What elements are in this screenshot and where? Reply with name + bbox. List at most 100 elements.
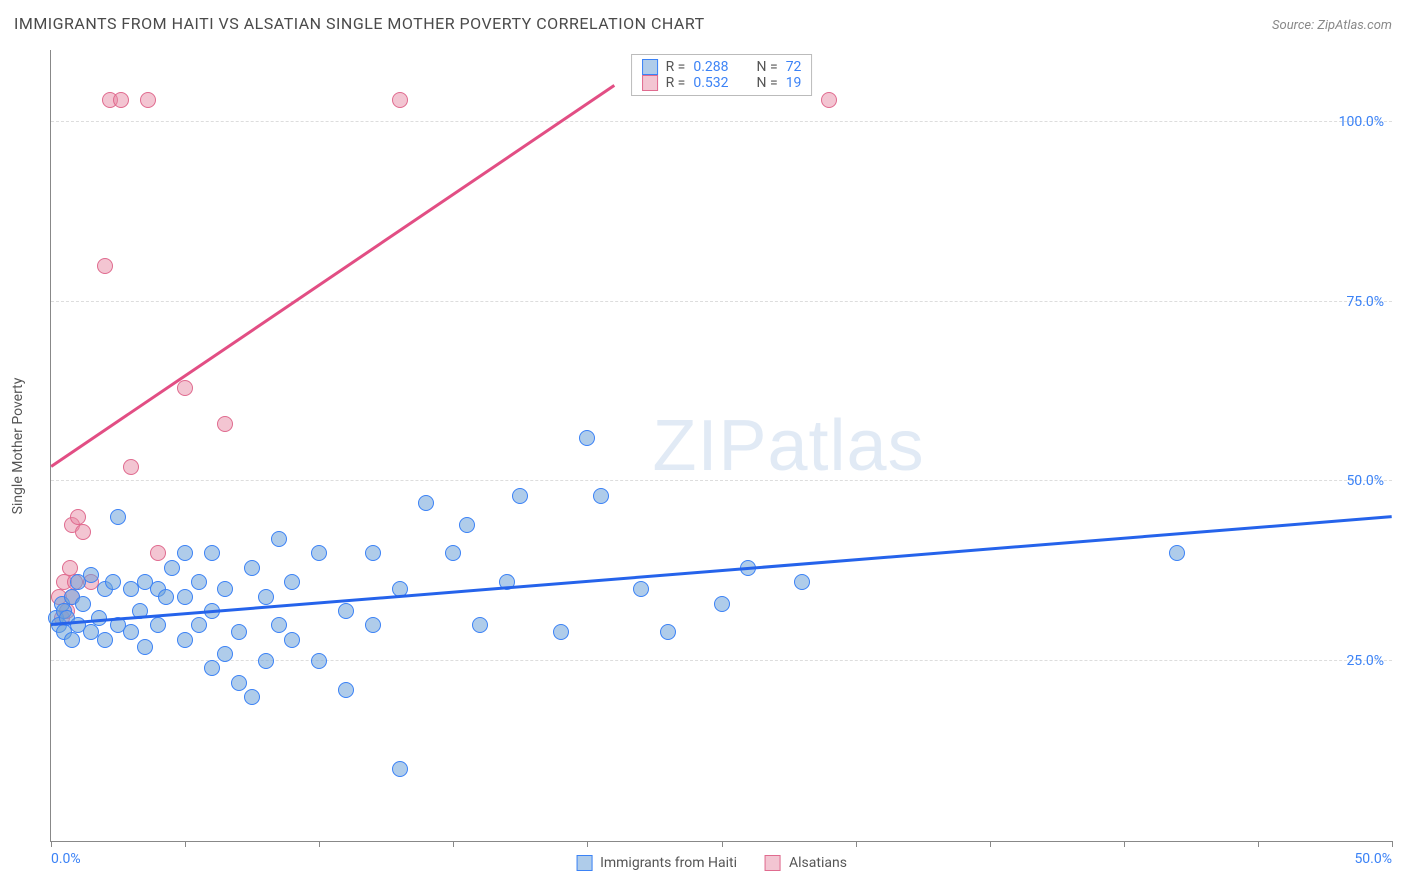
legend-r-value: 0.532 [693,75,728,91]
legend-n-label: N = [757,75,778,91]
gridline [51,480,1392,481]
y-tick-label: 50.0% [1346,473,1384,489]
scatter-point [191,617,207,633]
scatter-point [258,653,274,669]
scatter-point [204,545,220,561]
y-axis-label: Single Mother Poverty [10,378,26,515]
scatter-point [1169,545,1185,561]
x-tick [319,841,320,847]
x-tick [185,841,186,847]
scatter-point [244,560,260,576]
watermark: ZIPatlas [653,405,925,487]
scatter-point [97,632,113,648]
legend-r-label: R = [666,75,686,91]
trend-line [50,84,615,467]
scatter-plot: ZIPatlas R =0.288N =72R =0.532N =19 Immi… [50,50,1392,842]
legend-n-label: N = [757,59,778,75]
scatter-point [593,488,609,504]
scatter-point [338,603,354,619]
scatter-point [105,574,121,590]
scatter-point [365,617,381,633]
legend-swatch [765,855,781,871]
scatter-point [140,92,156,108]
gridline [51,660,1392,661]
y-tick-label: 25.0% [1346,653,1384,669]
scatter-point [231,624,247,640]
legend-swatch [642,75,658,91]
chart-title: IMMIGRANTS FROM HAITI VS ALSATIAN SINGLE… [14,14,705,33]
scatter-point [164,560,180,576]
scatter-point [311,545,327,561]
x-tick [722,841,723,847]
scatter-point [217,581,233,597]
scatter-point [217,646,233,662]
x-tick [1124,841,1125,847]
scatter-point [392,761,408,777]
scatter-point [113,92,129,108]
scatter-point [459,517,475,533]
scatter-point [177,589,193,605]
scatter-point [794,574,810,590]
scatter-point [150,545,166,561]
legend-n-value: 19 [786,75,802,91]
scatter-point [445,545,461,561]
scatter-point [418,495,434,511]
legend-r-value: 0.288 [693,59,728,75]
scatter-point [271,531,287,547]
gridline [51,121,1392,122]
legend-row: R = 0.532 N = 19 [642,75,802,91]
legend-r-label: R = [666,59,686,75]
legend-n-value: 72 [786,59,802,75]
scatter-point [231,675,247,691]
scatter-point [191,574,207,590]
scatter-point [553,624,569,640]
legend-series-name: Immigrants from Haiti [600,855,737,871]
scatter-point [75,596,91,612]
scatter-point [204,660,220,676]
scatter-point [821,92,837,108]
scatter-point [137,639,153,655]
scatter-point [472,617,488,633]
x-tick [1392,841,1393,847]
x-tick [856,841,857,847]
scatter-point [512,488,528,504]
scatter-point [150,617,166,633]
scatter-point [177,380,193,396]
scatter-point [244,689,260,705]
scatter-point [392,92,408,108]
scatter-point [177,632,193,648]
scatter-point [579,430,595,446]
source-attribution: Source: ZipAtlas.com [1272,18,1392,33]
scatter-point [64,632,80,648]
x-tick [1258,841,1259,847]
scatter-point [714,596,730,612]
scatter-point [633,581,649,597]
x-tick-label: 50.0% [1354,851,1392,867]
scatter-point [123,624,139,640]
gridline [51,301,1392,302]
legend-swatch [576,855,592,871]
legend-row: R = 0.288 N = 72 [642,59,802,75]
scatter-point [284,574,300,590]
scatter-point [177,545,193,561]
y-tick-label: 100.0% [1339,114,1384,130]
scatter-point [258,589,274,605]
x-tick-label: 0.0% [51,851,81,867]
series-legend: Immigrants from Haiti Alsatians [576,855,867,871]
scatter-point [83,567,99,583]
scatter-point [158,589,174,605]
scatter-point [365,545,381,561]
y-tick-label: 75.0% [1346,294,1384,310]
scatter-point [110,509,126,525]
scatter-point [284,632,300,648]
scatter-point [660,624,676,640]
x-tick [51,841,52,847]
scatter-point [123,459,139,475]
x-tick [453,841,454,847]
legend-series-name: Alsatians [789,855,847,871]
scatter-point [97,258,113,274]
scatter-point [75,524,91,540]
x-tick [587,841,588,847]
legend-swatch [642,59,658,75]
scatter-point [217,416,233,432]
